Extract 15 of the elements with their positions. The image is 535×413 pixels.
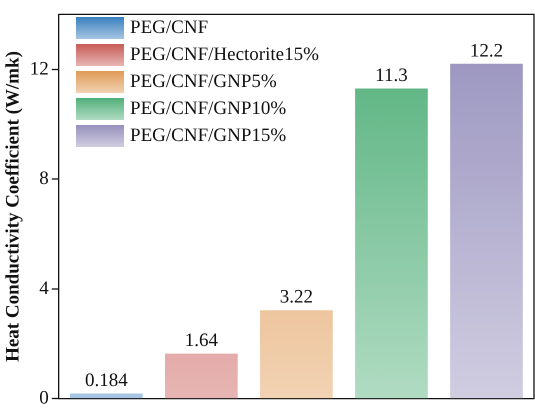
data-label: 1.64 bbox=[184, 330, 218, 352]
legend-label: PEG/CNF bbox=[130, 16, 208, 40]
legend-label: PEG/CNF/GNP5% bbox=[130, 70, 277, 94]
legend-label: PEG/CNF/Hectorite15% bbox=[130, 43, 319, 67]
data-label: 11.3 bbox=[375, 64, 408, 86]
legend-label: PEG/CNF/GNP15% bbox=[130, 124, 286, 148]
data-label: 3.22 bbox=[280, 286, 314, 308]
y-tick-label: 8 bbox=[39, 168, 49, 190]
y-tick-label: 12 bbox=[30, 58, 49, 80]
y-tick-label: 4 bbox=[39, 278, 50, 299]
data-label: 0.184 bbox=[84, 370, 128, 392]
y-tick-label: 0 bbox=[39, 388, 49, 409]
data-label: 12.2 bbox=[470, 40, 504, 62]
y-axis-title: Heat Conductivity Coefficient (W/mk) bbox=[2, 51, 24, 362]
legend-label: PEG/CNF/GNP10% bbox=[130, 97, 286, 121]
